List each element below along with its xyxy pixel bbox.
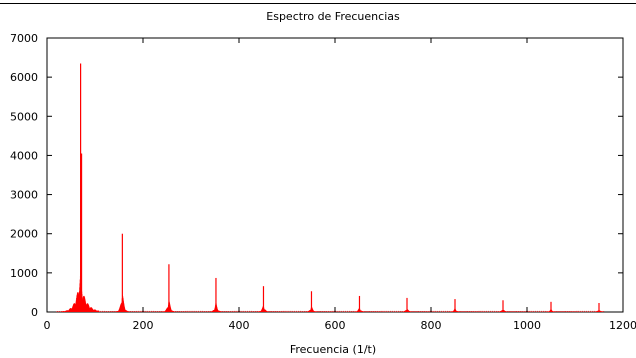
x-tick-label: 1200 xyxy=(609,319,636,332)
x-axis: 0 200 400 600 800 1000 1200 xyxy=(44,38,636,332)
x-tick-label: 600 xyxy=(325,319,346,332)
y-tick-label: 4000 xyxy=(10,149,38,162)
x-tick-label: 0 xyxy=(44,319,51,332)
x-tick-label: 1000 xyxy=(513,319,541,332)
y-tick-label: 2000 xyxy=(10,228,38,241)
y-axis: 0 1000 2000 3000 4000 5000 6000 7000 xyxy=(10,32,623,319)
spectrum-series xyxy=(56,63,605,312)
x-tick-label: 400 xyxy=(229,319,250,332)
plot-frame xyxy=(46,37,624,313)
chart-title: Espectro de Frecuencias xyxy=(266,10,400,23)
x-tick-label: 800 xyxy=(421,319,442,332)
plot-border xyxy=(46,37,624,313)
y-tick-label: 5000 xyxy=(10,110,38,123)
x-axis-label: Frecuencia (1/t) xyxy=(290,343,376,356)
top-border-line xyxy=(0,3,636,4)
y-tick-label: 0 xyxy=(31,306,38,319)
x-tick-label: 200 xyxy=(133,319,154,332)
y-tick-label: 1000 xyxy=(10,267,38,280)
y-tick-label: 6000 xyxy=(10,71,38,84)
y-tick-label: 3000 xyxy=(10,189,38,202)
y-tick-label: 7000 xyxy=(10,32,38,45)
